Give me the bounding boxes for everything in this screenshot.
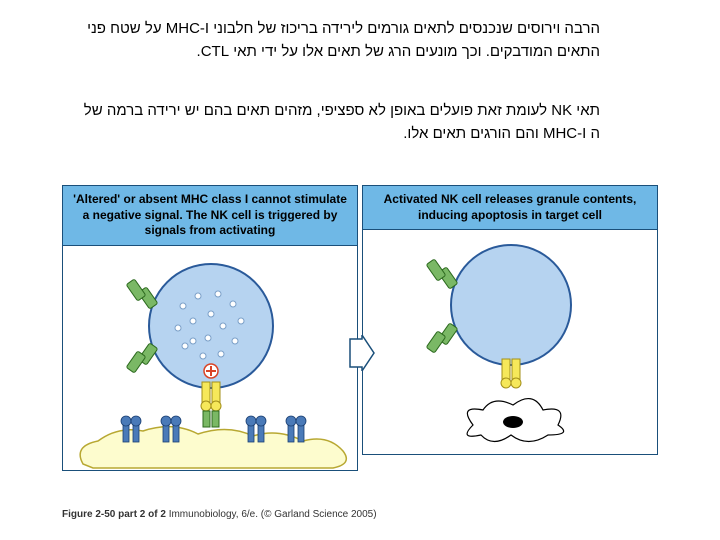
nk-mhc-receptor-r1 <box>426 259 458 289</box>
panel-right-header: Activated NK cell releases granule conte… <box>362 185 658 230</box>
panel-right: Activated NK cell releases granule conte… <box>362 185 658 471</box>
paragraph-1: הרבה וירוסים שנכנסים לתאים גורמים לירידה… <box>80 18 600 63</box>
figure-caption: Figure 2-50 part 2 of 2 Immunobiology, 6… <box>62 509 377 520</box>
caption-rest: Immunobiology, 6/e. (© Garland Science 2… <box>166 509 377 520</box>
arrow-icon <box>348 335 376 371</box>
nk-cell-right <box>451 245 571 365</box>
nk-mhc-receptor-r2 <box>426 323 458 353</box>
target-ligand <box>203 411 219 427</box>
paragraph-2: תאי NK לעומת זאת פועלים באופן לא ספציפי,… <box>80 100 600 145</box>
nk-mhc-receptor-1 <box>126 279 158 309</box>
caption-bold: Figure 2-50 part 2 of 2 <box>62 509 166 520</box>
panel-right-body <box>362 230 658 455</box>
diagram: 'Altered' or absent MHC class I cannot s… <box>62 185 658 471</box>
activation-signal-icon <box>204 364 218 378</box>
target-cell <box>80 426 346 467</box>
panel-left-body <box>62 246 358 471</box>
panel-left-header: 'Altered' or absent MHC class I cannot s… <box>62 185 358 246</box>
panel-left: 'Altered' or absent MHC class I cannot s… <box>62 185 358 471</box>
nk-mhc-receptor-2 <box>126 343 158 373</box>
